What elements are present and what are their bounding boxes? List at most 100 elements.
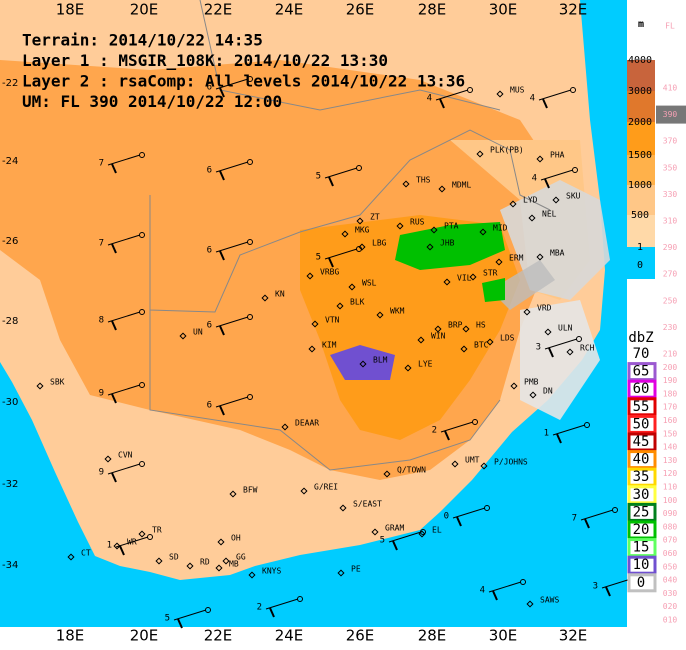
station-marker (215, 564, 223, 572)
wind-barb (556, 433, 562, 444)
wind-speed-label: 9 (99, 468, 104, 478)
dbz-level: 25 (633, 504, 650, 520)
station-marker (529, 391, 537, 399)
dbz-swatch (627, 414, 657, 434)
header-line: UM: FL 390 2014/10/22 12:00 (22, 92, 282, 111)
wind-barb (215, 241, 249, 253)
dbz-swatch (627, 555, 657, 575)
longitude-label: 22E (204, 627, 233, 645)
station-marker (479, 228, 487, 236)
wind-station (484, 505, 490, 511)
station-marker (469, 273, 477, 281)
terrain-level: 4000 (628, 55, 652, 66)
station-marker (443, 278, 451, 286)
dbz-level: 45 (633, 434, 650, 450)
longitude-label: 28E (418, 1, 447, 19)
wind-barb (324, 248, 358, 260)
wind-barb (388, 531, 422, 543)
terrain-level: 1500 (628, 150, 652, 161)
station-label: S/EAST (353, 500, 382, 509)
wind-speed-label: 4 (480, 586, 485, 596)
wind-station (356, 165, 362, 171)
dbz-level: 15 (633, 540, 650, 556)
wind-speed-label: 2 (432, 426, 437, 436)
wind-speed-label: 3 (536, 343, 541, 353)
station-marker (371, 528, 379, 536)
dbz-level: 30 (633, 487, 650, 503)
station-marker (138, 530, 146, 538)
wind-speed-label: 6 (207, 166, 212, 176)
station-label: VRBG (320, 268, 339, 277)
station-label: ULN (558, 324, 573, 333)
wind-barb (584, 518, 590, 529)
wind-barb (269, 607, 275, 618)
station-marker (460, 345, 468, 353)
station-label: EL (432, 526, 442, 535)
station-label: PMB (524, 378, 539, 387)
wind-station (584, 422, 590, 428)
station-marker (566, 348, 574, 356)
wind-speed-label: 5 (165, 614, 170, 624)
longitude-label: 30E (489, 1, 518, 19)
fl-level: 410 (663, 84, 678, 93)
dbz-level: 55 (633, 399, 650, 415)
fl-level: 010 (663, 616, 678, 625)
dbz-swatch (627, 432, 657, 452)
wind-speed-label: 2 (257, 603, 262, 613)
station-label: BTC (474, 341, 489, 350)
terrain-swatch (627, 215, 655, 247)
station-marker (383, 470, 391, 478)
terrain-swatch (627, 185, 655, 215)
wind-barb (215, 396, 249, 408)
station-label: OH (231, 534, 241, 543)
terrain-swatch (627, 60, 655, 91)
station-label: PHA (550, 151, 565, 160)
station-label: LBG (372, 239, 387, 248)
fl-level: 130 (663, 456, 678, 465)
station-label: CVN (118, 451, 133, 460)
station-marker (536, 155, 544, 163)
wind-speed-label: 4 (532, 174, 537, 184)
station-marker (104, 455, 112, 463)
latitude-label: -26 (2, 236, 18, 247)
longitude-label: 28E (418, 627, 447, 645)
wind-station (139, 461, 145, 467)
wind-barb (439, 98, 445, 109)
fl-level: 080 (663, 522, 678, 531)
fl-level: 310 (663, 217, 678, 226)
wind-barb (492, 590, 498, 601)
station-label: ZT (370, 213, 380, 222)
wind-speed-label: 6 (207, 401, 212, 411)
wind-barb (440, 421, 474, 433)
header-line: Layer 1 : MSGIR_108K: 2014/10/22 13:30 (22, 51, 388, 70)
station-marker (186, 562, 194, 570)
terrain-level: 1000 (628, 180, 652, 191)
station-marker (509, 200, 517, 208)
wind-station (472, 419, 478, 425)
wind-station (420, 529, 426, 535)
station-marker (376, 311, 384, 319)
station-marker (348, 283, 356, 291)
highveld (300, 215, 520, 440)
fl-level: 270 (663, 270, 678, 279)
station-label: RD (200, 558, 210, 567)
wind-barb (111, 472, 117, 483)
wind-barb (605, 586, 611, 597)
wind-barb (444, 430, 450, 441)
wind-station (356, 246, 362, 252)
station-marker (311, 320, 319, 328)
dbz-level: 40 (633, 452, 650, 468)
wind-speed-label: 0 (444, 512, 449, 522)
wind-speed-label: 6 (207, 321, 212, 331)
station-label: PLK(PB) (490, 146, 524, 155)
station-label: THS (416, 176, 431, 185)
terrain-level: 0 (637, 260, 643, 271)
wind-speed-label: 8 (99, 316, 104, 326)
border (149, 129, 551, 313)
dbz-level: 65 (633, 364, 650, 380)
dbz-level: 20 (633, 522, 650, 538)
wind-barb (219, 405, 225, 416)
station-label: BLK (350, 298, 365, 307)
wind-barb (119, 545, 125, 556)
dbz-swatch (627, 485, 657, 505)
